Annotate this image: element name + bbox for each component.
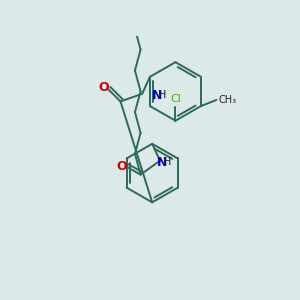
Text: N: N [152,89,162,102]
Text: N: N [157,156,167,169]
Text: CH₃: CH₃ [219,95,237,105]
Text: H: H [163,157,171,167]
Text: H: H [158,90,166,100]
Text: O: O [98,81,109,94]
Text: O: O [116,160,127,172]
Text: Cl: Cl [170,94,181,104]
